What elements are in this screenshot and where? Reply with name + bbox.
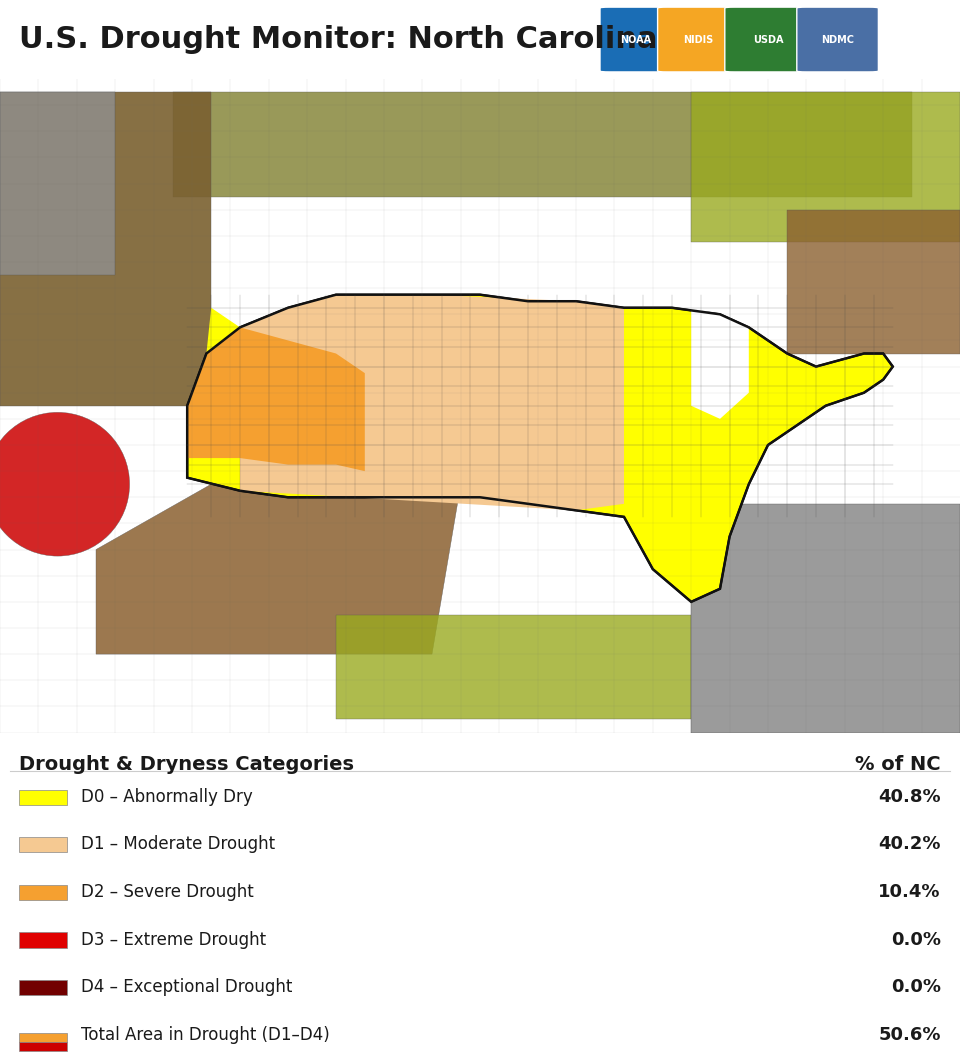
Polygon shape	[96, 484, 461, 655]
Text: NDMC: NDMC	[821, 35, 854, 44]
FancyBboxPatch shape	[797, 7, 878, 72]
Polygon shape	[336, 614, 691, 720]
Ellipse shape	[245, 412, 302, 451]
Text: D0 – Abnormally Dry: D0 – Abnormally Dry	[81, 787, 252, 806]
FancyBboxPatch shape	[658, 7, 739, 72]
Text: D1 – Moderate Drought: D1 – Moderate Drought	[81, 836, 276, 854]
Text: NIDIS: NIDIS	[684, 35, 713, 44]
FancyBboxPatch shape	[600, 7, 672, 72]
Text: U.S. Drought Monitor: North Carolina: U.S. Drought Monitor: North Carolina	[19, 25, 658, 54]
Text: 10.4%: 10.4%	[878, 883, 941, 901]
Polygon shape	[240, 295, 624, 510]
Text: NOAA: NOAA	[620, 35, 652, 44]
FancyBboxPatch shape	[19, 1033, 66, 1041]
Polygon shape	[787, 210, 960, 353]
FancyBboxPatch shape	[19, 1041, 66, 1051]
Polygon shape	[691, 92, 960, 242]
Polygon shape	[187, 295, 893, 602]
Text: USDA: USDA	[753, 35, 783, 44]
Text: Drought & Dryness Categories: Drought & Dryness Categories	[19, 755, 354, 774]
Text: 40.2%: 40.2%	[878, 836, 941, 854]
Polygon shape	[206, 308, 240, 353]
Text: Total Area in Drought (D1–D4): Total Area in Drought (D1–D4)	[81, 1026, 330, 1043]
FancyBboxPatch shape	[19, 789, 66, 805]
Text: D2 – Severe Drought: D2 – Severe Drought	[81, 883, 253, 901]
Polygon shape	[0, 92, 115, 275]
Polygon shape	[173, 92, 912, 197]
Text: 0.0%: 0.0%	[891, 931, 941, 949]
Polygon shape	[691, 504, 960, 733]
Text: D4 – Exceptional Drought: D4 – Exceptional Drought	[81, 978, 293, 996]
Text: % of NC: % of NC	[855, 755, 941, 774]
Ellipse shape	[283, 429, 331, 462]
FancyBboxPatch shape	[19, 980, 66, 995]
Ellipse shape	[0, 412, 130, 557]
Polygon shape	[0, 92, 211, 406]
Polygon shape	[187, 328, 365, 471]
FancyBboxPatch shape	[725, 7, 811, 72]
FancyBboxPatch shape	[19, 933, 66, 948]
Text: 0.0%: 0.0%	[891, 978, 941, 996]
Text: 40.8%: 40.8%	[878, 787, 941, 806]
Polygon shape	[691, 308, 749, 418]
FancyBboxPatch shape	[19, 885, 66, 900]
Text: 50.6%: 50.6%	[878, 1026, 941, 1043]
FancyBboxPatch shape	[19, 837, 66, 853]
Text: D3 – Extreme Drought: D3 – Extreme Drought	[81, 931, 266, 949]
